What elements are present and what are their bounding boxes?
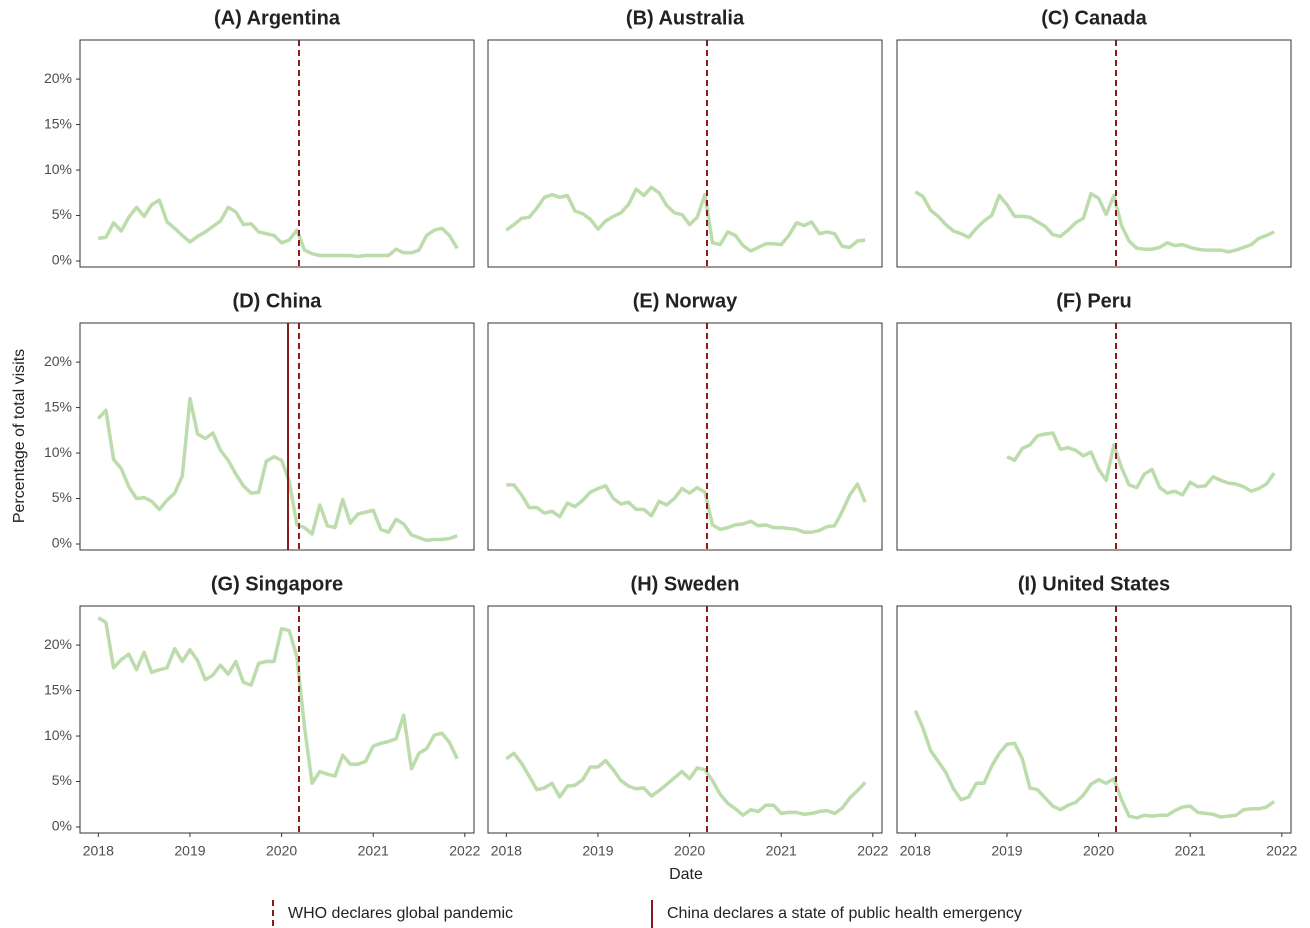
y-tick-label: 20% [44, 636, 72, 652]
y-axis-label: Percentage of total visits [11, 349, 28, 523]
panel-title: (E) Norway [633, 290, 738, 312]
panel-border [487, 322, 883, 551]
y-tick-label: 0% [52, 252, 72, 268]
x-tick-label: 2019 [582, 843, 613, 859]
series-line [505, 185, 866, 253]
y-tick-label: 0% [52, 818, 72, 834]
x-tick-label: 2018 [83, 843, 114, 859]
panel-border [896, 605, 1292, 834]
panel-border [79, 322, 475, 551]
y-tick-label: 10% [44, 444, 72, 460]
y-tick-label: 15% [44, 115, 72, 131]
series-line [97, 616, 459, 786]
panel-title: (B) Australia [626, 7, 745, 29]
panel-title: (A) Argentina [214, 7, 341, 29]
series-line [97, 396, 458, 543]
panel-title: (H) Sweden [631, 573, 740, 595]
x-tick-label: 2020 [674, 843, 705, 859]
x-tick-label: 2020 [1083, 843, 1114, 859]
x-tick-label: 2021 [358, 843, 389, 859]
y-tick-label: 10% [44, 727, 72, 743]
series-line [914, 190, 1275, 254]
series-line [1006, 431, 1276, 497]
y-tick-label: 5% [52, 772, 72, 788]
legend-label: WHO declares global pandemic [288, 905, 513, 922]
x-tick-label: 2020 [266, 843, 297, 859]
series-line [506, 482, 867, 534]
panel-title: (I) United States [1018, 573, 1170, 595]
panel-title: (D) China [233, 290, 323, 312]
x-axis-label: Date [669, 866, 703, 883]
x-tick-label: 2019 [174, 843, 205, 859]
x-tick-label: 2021 [1175, 843, 1206, 859]
y-tick-label: 15% [44, 681, 72, 697]
x-tick-label: 2022 [1266, 843, 1297, 859]
series-line [98, 198, 459, 259]
x-tick-label: 2022 [449, 843, 480, 859]
y-tick-label: 15% [44, 398, 72, 414]
x-tick-label: 2022 [857, 843, 888, 859]
y-tick-label: 0% [52, 535, 72, 551]
y-tick-label: 5% [52, 206, 72, 222]
panel-border [896, 322, 1292, 551]
panel-border [896, 39, 1292, 268]
y-tick-label: 20% [44, 353, 72, 369]
legend-label: China declares a state of public health … [667, 905, 1022, 922]
panel-border [79, 605, 475, 834]
y-tick-label: 10% [44, 161, 72, 177]
panel-border [79, 39, 475, 268]
panel-title: (C) Canada [1041, 7, 1147, 29]
panel-border [487, 605, 883, 834]
series-line [505, 751, 867, 817]
panel-title: (F) Peru [1056, 290, 1132, 312]
y-tick-label: 5% [52, 489, 72, 505]
x-tick-label: 2021 [766, 843, 797, 859]
panel-border [487, 39, 883, 268]
series-line [913, 709, 1276, 820]
x-tick-label: 2018 [491, 843, 522, 859]
x-tick-label: 2018 [900, 843, 931, 859]
panel-title: (G) Singapore [211, 573, 343, 595]
x-tick-label: 2019 [991, 843, 1022, 859]
y-tick-label: 20% [44, 70, 72, 86]
